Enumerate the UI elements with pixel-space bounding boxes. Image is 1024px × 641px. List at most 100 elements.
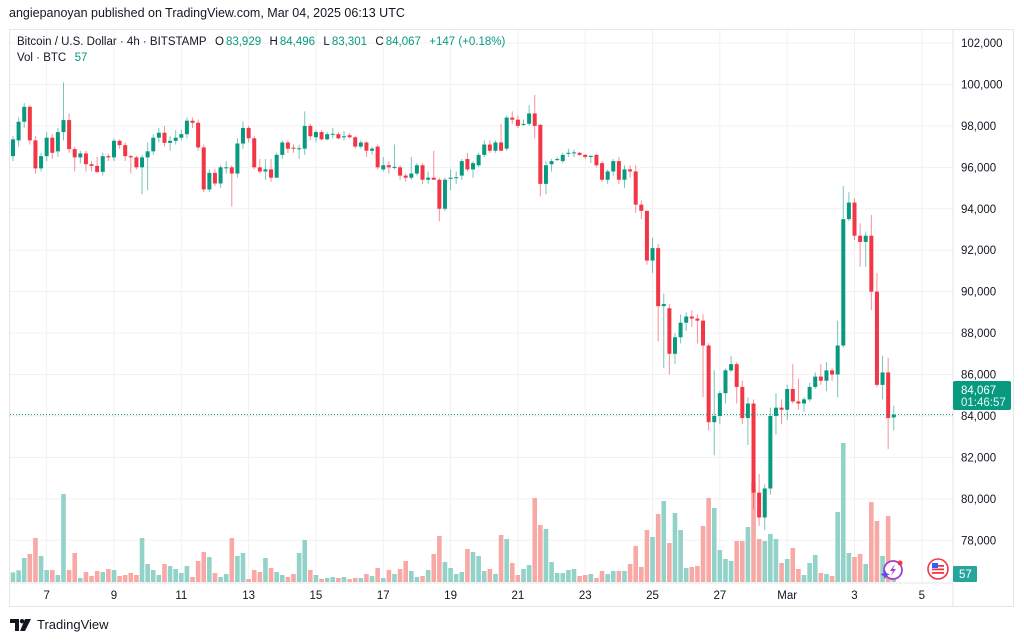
volume-bar	[470, 552, 476, 582]
legend-symbol[interactable]: Bitcoin / U.S. Dollar · 4h · BITSTAMP	[17, 36, 207, 48]
candle-body	[257, 167, 262, 172]
volume-bar	[784, 559, 790, 582]
candle-up	[768, 407, 773, 495]
candle-body	[886, 372, 891, 419]
candle-up	[891, 405, 896, 431]
candle-up	[841, 185, 846, 348]
candle-down	[757, 473, 762, 526]
volume-bar	[38, 556, 44, 582]
volume-bar	[397, 569, 403, 582]
candle-down	[353, 136, 358, 149]
candle-down	[796, 378, 801, 410]
candle-down	[577, 151, 582, 156]
candle-body	[179, 134, 184, 138]
candle-body	[291, 147, 296, 149]
candle-body	[869, 235, 874, 292]
candle-body	[577, 152, 582, 155]
candle-down	[106, 153, 111, 162]
candle-up	[11, 136, 15, 162]
time-tick-label: 3	[851, 590, 857, 602]
candle-down	[515, 115, 520, 128]
candle-body	[510, 117, 515, 120]
price-tick-label: 96,000	[961, 162, 996, 174]
candle-body	[448, 177, 453, 179]
candle-down	[431, 150, 436, 180]
candle-up	[471, 161, 476, 178]
candle-body	[61, 120, 66, 133]
candle-down	[656, 243, 661, 342]
candle-body	[504, 117, 509, 149]
legend-high: 84,496	[279, 36, 316, 48]
candle-body	[858, 235, 863, 242]
time-tick-label: 9	[111, 590, 117, 602]
candle-down	[257, 159, 262, 174]
candle-body	[196, 122, 201, 148]
volume-bar	[235, 556, 240, 582]
candle-body	[616, 161, 621, 180]
volume-bar	[150, 570, 156, 582]
volume-bar	[487, 569, 493, 582]
candle-down	[858, 223, 863, 267]
candle-body	[773, 407, 778, 416]
us-flag-icon[interactable]	[927, 558, 949, 580]
candle-body	[779, 407, 784, 410]
candle-body	[55, 132, 60, 152]
tradingview-footer[interactable]: TradingView	[10, 617, 109, 632]
candle-up	[493, 140, 498, 153]
candle-up	[235, 138, 240, 178]
candle-body	[140, 157, 145, 168]
time-tick-label: 11	[175, 590, 187, 602]
candle-body	[67, 120, 72, 150]
candle-down	[246, 125, 251, 143]
candle-body	[297, 148, 302, 150]
volume-bar	[347, 579, 352, 582]
volume-bar	[380, 578, 386, 582]
candle-up	[504, 115, 509, 151]
candle-down	[162, 125, 167, 147]
candle-up	[39, 152, 44, 172]
candle-body	[880, 372, 885, 385]
candle-body	[723, 370, 728, 394]
candle-body	[78, 153, 83, 158]
volume-bar	[16, 570, 21, 582]
candle-down	[72, 146, 77, 172]
candle-down	[403, 173, 408, 182]
candle-body	[128, 156, 133, 158]
candle-up	[723, 368, 728, 404]
legend-volume-label[interactable]: Vol · BTC	[17, 52, 67, 64]
volume-bar	[49, 570, 55, 582]
volume-bar	[695, 566, 700, 582]
volume-bar	[874, 521, 880, 582]
volume-bar	[756, 539, 762, 582]
volume-bar	[717, 550, 723, 582]
candle-body	[846, 202, 851, 220]
candle-body	[566, 152, 571, 154]
volume-bar	[66, 570, 72, 582]
lightning-sparkle-icon[interactable]	[880, 560, 903, 580]
candle-up	[145, 142, 150, 191]
candle-body	[701, 320, 706, 346]
candle-body	[145, 151, 150, 158]
candle-down	[538, 123, 543, 197]
candle-down	[285, 140, 290, 153]
volume-bar	[543, 529, 549, 582]
time-tick-label: 15	[310, 590, 323, 602]
volume-bar	[515, 575, 521, 582]
candle-down	[50, 134, 55, 160]
volume-bar	[240, 553, 246, 582]
candle-up	[846, 192, 851, 222]
candle-body	[151, 137, 156, 152]
candle-body	[863, 235, 868, 242]
candle-up	[140, 154, 145, 195]
candle-body	[414, 165, 419, 174]
candle-body	[431, 177, 436, 180]
candle-down	[628, 165, 633, 178]
candle-body	[633, 171, 638, 205]
candle-body	[218, 167, 223, 184]
candle-up	[111, 138, 116, 162]
volume-bar	[560, 573, 566, 582]
candle-body	[650, 248, 655, 261]
volume-bar	[700, 526, 706, 582]
time-tick-label: 7	[43, 590, 49, 602]
